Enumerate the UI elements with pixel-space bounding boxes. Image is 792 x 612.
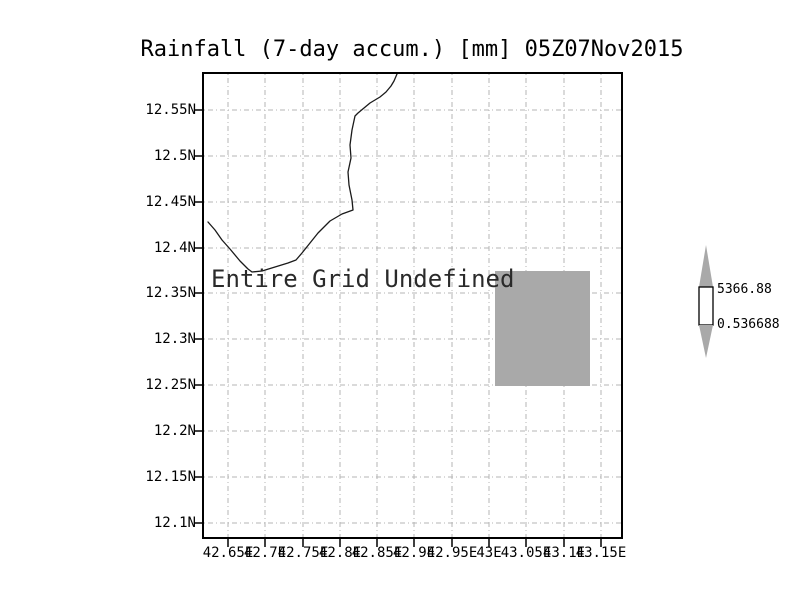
x-tick-label: 43.05E [500,545,552,561]
x-tick-label: 42.8E [318,545,362,561]
x-axis-ticks [227,539,602,547]
colorbar-up-arrow-icon [699,245,713,287]
colorbar-range-box [698,286,714,326]
plot-frame [202,72,623,539]
x-tick-label: 42.9E [392,545,436,561]
coastline-path [207,73,398,273]
x-tick-label: 43.15E [575,545,627,561]
colorbar-max-label: 5366.88 [717,282,772,297]
x-tick-label: 42.7E [243,545,287,561]
y-tick-label: 12.3N [153,331,196,347]
y-tick-label: 12.45N [145,194,196,210]
vertical-gridlines [227,74,602,537]
y-tick-label: 12.4N [153,240,196,256]
colorbar-min-label: 0.536688 [717,317,780,332]
x-tick-label: 42.85E [351,545,403,561]
x-tick-label: 42.75E [277,545,329,561]
x-tick-label: 42.95E [426,545,478,561]
y-tick-label: 12.35N [145,285,196,301]
colorbar-down-arrow-icon [699,325,713,358]
x-tick-label: 43E [476,545,502,561]
y-tick-label: 12.1N [153,515,196,531]
plot-title: Rainfall (7-day accum.) [mm] 05Z07Nov201… [140,37,684,62]
horizontal-gridlines [204,109,621,524]
x-tick-label: 43.1E [542,545,586,561]
shaded-data-region [495,271,590,386]
entire-grid-undefined-message: Entire Grid Undefined [211,265,515,293]
y-tick-label: 12.15N [145,469,196,485]
y-tick-label: 12.55N [145,102,196,118]
y-tick-label: 12.25N [145,377,196,393]
y-tick-label: 12.2N [153,423,196,439]
y-axis-ticks [194,109,202,524]
colorbar [698,245,714,358]
y-tick-label: 12.5N [153,148,196,164]
x-tick-label: 42.65E [202,545,254,561]
